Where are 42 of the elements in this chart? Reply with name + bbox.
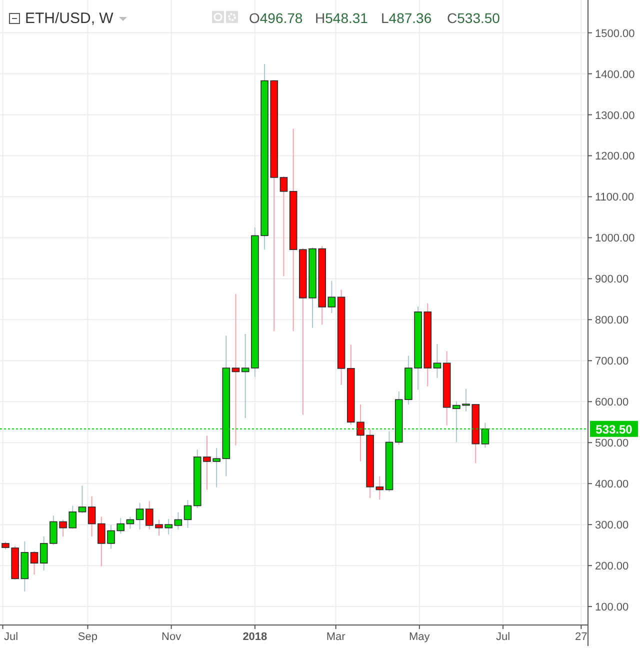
text: ETH/USD, W: [25, 10, 114, 27]
candlestick: [232, 293, 240, 446]
candlestick: [78, 485, 86, 514]
y-tick-label: 1400.00: [595, 68, 635, 81]
x-tick-label: Mar: [326, 631, 346, 643]
candlestick: [174, 512, 182, 530]
y-tick-label: 1300.00: [595, 110, 635, 122]
y-tick-label: 1000.00: [595, 232, 635, 245]
y-tick-label: 200.00: [595, 560, 629, 573]
y-tick-label: 100.00: [595, 602, 629, 614]
x-tick-label: Jul: [496, 631, 510, 643]
candlestick: [184, 500, 192, 528]
y-tick-label: 800.00: [595, 314, 629, 327]
y-tick-label: 400.00: [595, 478, 629, 491]
y-tick-label: 600.00: [595, 396, 629, 409]
y-tick-label: 1100.00: [595, 192, 634, 204]
x-tick-label: Nov: [162, 631, 182, 643]
annotation: L487.36: [381, 10, 432, 26]
annotation: H548.31: [315, 10, 368, 26]
x-tick-label: 27: [575, 631, 588, 643]
y-tick-label: 300.00: [595, 520, 629, 532]
candlestick: [280, 176, 288, 277]
y-tick-label: 500.00: [595, 438, 629, 450]
candlestick: [241, 334, 250, 419]
annotation: O496.78: [249, 10, 303, 26]
x-tick-label: 2018: [242, 631, 268, 643]
candlestick: [376, 476, 384, 500]
candlestick: [328, 280, 336, 314]
x-tick-label: May: [409, 631, 430, 643]
candlestick: [433, 343, 442, 378]
y-tick-label: 900.00: [595, 274, 629, 286]
candlestick: [126, 516, 134, 530]
x-tick-label: Jul: [4, 631, 18, 643]
x-tick-label: Sep: [78, 631, 98, 643]
y-tick-label: 1200.00: [595, 150, 635, 163]
candlestick: [136, 502, 144, 530]
annotation: C533.50: [447, 10, 500, 26]
y-tick-label: 1500.00: [595, 28, 635, 40]
candlestick: [88, 496, 96, 537]
candlestick: [30, 550, 38, 576]
ref-line-label: 533.50: [596, 422, 633, 436]
y-tick-label: 700.00: [595, 356, 629, 368]
